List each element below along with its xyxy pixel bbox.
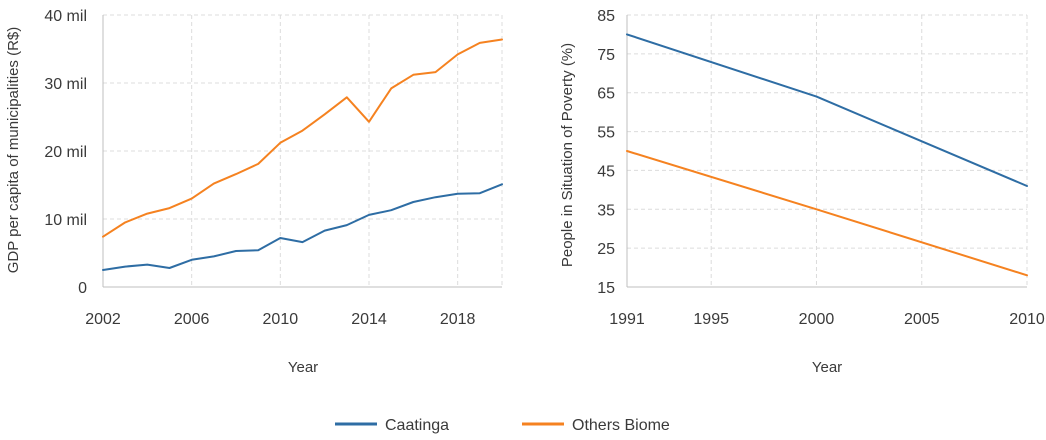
- poverty-y-tick-label: 15: [597, 280, 615, 297]
- gdp-y-tick-label: 20 mil: [44, 144, 87, 161]
- poverty-x-tick-label: 1991: [609, 311, 645, 328]
- gdp-y-axis-title: GDP per capita of municipalities (R$): [5, 27, 22, 274]
- poverty-y-tick-label: 35: [597, 202, 615, 219]
- gdp-y-tick-label: 0: [78, 280, 87, 297]
- poverty-y-tick-label: 65: [597, 86, 615, 103]
- gdp-y-tick-label: 10 mil: [44, 212, 87, 229]
- poverty-chart: 15 25 35 45 55 65 75 85 1991 1995 2000 2005 2010 Pe…: [559, 8, 1045, 376]
- gdp-gridlines: [103, 14, 503, 287]
- poverty-y-tick-label: 45: [597, 163, 615, 180]
- poverty-y-tick-label: 25: [597, 241, 615, 258]
- poverty-y-tick-label: 75: [597, 47, 615, 64]
- poverty-series: [626, 33, 1028, 277]
- poverty-x-tick-label: 2000: [799, 311, 835, 328]
- poverty-x-axis-title: Year: [812, 359, 842, 376]
- legend: Caatinga Others Biome: [335, 417, 670, 434]
- poverty-axes: [626, 15, 1027, 288]
- poverty-x-tick-label: 2010: [1009, 311, 1045, 328]
- gdp-axes: [102, 15, 502, 288]
- poverty-x-tick-label: 2005: [904, 311, 940, 328]
- poverty-y-tick-labels: 15 25 35 45 55 65 75 85: [597, 8, 615, 297]
- gdp-y-tick-labels: 0 10 mil 20 mil 30 mil 40 mil: [44, 8, 87, 297]
- poverty-line-caatinga: [626, 33, 1028, 187]
- poverty-y-axis-title: People in Situation of Poverty (%): [559, 43, 576, 267]
- gdp-x-tick-labels: 2002 2006 2010 2014 2018: [85, 311, 475, 328]
- poverty-gridlines: [627, 14, 1028, 287]
- gdp-series: [102, 38, 503, 271]
- legend-label-others-biome: Others Biome: [572, 417, 670, 434]
- poverty-x-tick-labels: 1991 1995 2000 2005 2010: [609, 311, 1045, 328]
- gdp-y-tick-label: 40 mil: [44, 8, 87, 25]
- legend-label-caatinga: Caatinga: [385, 417, 449, 434]
- gdp-x-tick-label: 2006: [174, 311, 210, 328]
- gdp-x-tick-label: 2010: [263, 311, 299, 328]
- poverty-line-others-biome: [626, 150, 1028, 277]
- gdp-line-caatinga: [102, 183, 503, 271]
- gdp-x-tick-label: 2002: [85, 311, 121, 328]
- gdp-y-tick-label: 30 mil: [44, 76, 87, 93]
- poverty-x-tick-label: 1995: [693, 311, 729, 328]
- gdp-line-others-biome: [102, 38, 503, 238]
- gdp-x-tick-label: 2018: [440, 311, 476, 328]
- poverty-y-tick-label: 85: [597, 8, 615, 25]
- gdp-x-axis-title: Year: [288, 359, 318, 376]
- poverty-y-tick-label: 55: [597, 125, 615, 142]
- gdp-x-tick-label: 2014: [351, 311, 387, 328]
